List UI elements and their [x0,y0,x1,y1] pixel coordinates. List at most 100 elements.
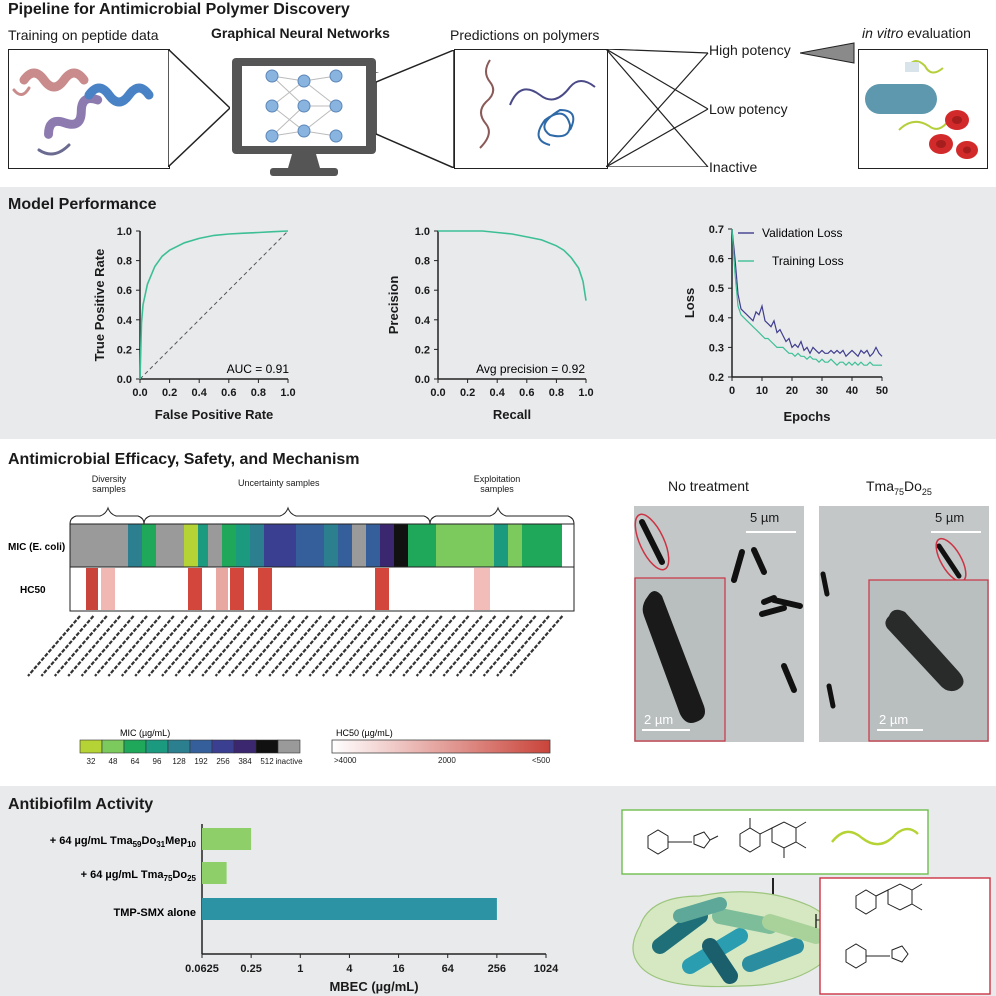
mic-legend-tick: 128 [172,757,186,766]
pipeline-section: Pipeline for Antimicrobial Polymer Disco… [0,0,996,186]
bar-label-3: TMP-SMX alone [113,907,196,919]
mic-cell [494,524,508,567]
bacteria-cluster-icon [652,897,824,984]
mic-legend-tick: 192 [194,757,208,766]
loss-chart: 0 10 20 30 40 50 0.2 0.3 0.4 0.5 0.6 0.7 Validation… [682,224,888,424]
in-vitro-panel [858,49,988,169]
mic-cell [324,524,338,567]
polymer-panel [454,49,608,169]
sample-label [161,615,215,677]
step4-rest: evaluation [903,25,971,41]
gnn-monitor-illustration [232,58,376,176]
mic-cell [70,524,128,567]
step1-label: Training on peptide data [8,27,159,43]
loss-ytick-label: 0.3 [709,342,724,354]
pr-ytick-label: 0.2 [415,344,430,356]
loss-xtick-label: 20 [786,385,798,397]
group-diversity-label: Diversity samples [91,474,127,494]
efficacy-section: Antimicrobial Efficacy, Safety, and Mech… [0,440,996,766]
sample-label [53,615,108,677]
polymer-chain-icon [831,827,919,846]
sample-label [442,615,497,677]
sample-label [67,615,122,677]
training-loss-line [731,228,882,367]
pr-ytick-label: 0.6 [415,285,430,297]
mic-legend-swatch [167,739,191,754]
mic-cell [508,524,522,567]
mic-legend-swatch [211,739,235,754]
sample-label [509,615,564,677]
pr-chart: 0.0 0.2 0.4 0.6 0.8 1.0 0.0 0.2 0.4 0.6 0.8 1.0 Rec… [386,226,594,422]
bar-xtick-label: 64 [442,963,455,975]
peptide-helix-illustration [12,68,154,156]
antibiofilm-section: Antibiofilm Activity 0.0625 0.25 1 4 16 64 256… [0,786,996,996]
performance-charts: 0.0 0.2 0.4 0.6 0.8 1.0 0.0 0.2 0.4 0.6 0.8 1.0 Fal… [92,224,888,424]
pr-xtick-label: 0.8 [549,387,564,399]
biofilm-bar [202,898,497,920]
mic-legend: 32 48 64 96 128 192 256 384 512 inactive [79,739,303,766]
polymer-chains-illustration [479,59,596,149]
hc50-cells [86,568,490,610]
mic-legend-title: MIC (µg/mL) [120,728,170,738]
roc-xtick-label: 0.6 [221,387,236,399]
mic-legend-swatch [255,739,279,754]
hc-legend-tick-high: >4000 [334,756,357,765]
antibiofilm-title: Antibiofilm Activity [8,796,154,813]
sample-label [375,615,430,677]
scale-5um-right: 5 µm [935,510,965,525]
sample-label [388,615,443,677]
validation-loss-line [731,228,883,358]
mic-cell [222,524,236,567]
pr-ytick-label: 0.4 [415,315,431,327]
brace-uncertainty [143,506,431,525]
sample-label [268,615,323,677]
scale-2um-left: 2 µm [644,712,674,727]
output-high-potency: High potency [709,42,791,58]
sample-label [228,615,282,677]
sample-label [455,615,510,677]
mic-cell [250,524,264,567]
roc-xtick-label: 1.0 [280,387,295,399]
heatmap-figure: MIC (E. coli) HC50 MIC (µg/mL) 32 48 64 96 1… [8,506,575,766]
output-inactive: Inactive [709,159,758,175]
mic-legend-swatch [233,739,257,754]
bacteria-rbc-illustration [865,60,978,159]
hc50-cell [101,568,115,610]
sample-label [295,615,349,677]
bar-xtick-label: 0.25 [240,963,261,975]
prediction-fan-lines [606,49,709,167]
mic-legend-swatch [123,739,147,754]
loss-xtick-label: 30 [816,385,828,397]
sample-label [335,615,390,677]
sample-label [174,615,229,677]
sample-label [94,615,148,677]
sample-label [107,615,162,677]
roc-ylabel: True Positive Rate [92,249,107,362]
bar-xtick-label: 4 [346,963,353,975]
mic-cell [296,524,324,567]
mic-cell [208,524,222,567]
pr-ytick-label: 0.8 [415,256,430,268]
mic-cell [198,524,208,567]
resistant-drug-box [819,877,991,995]
mic-legend-tick: 256 [216,757,230,766]
row-label-mic: MIC (E. coli) [8,542,65,553]
pr-xtick-label: 1.0 [578,387,593,399]
mic-legend-swatch [145,739,169,754]
loss-xtick-label: 0 [729,385,735,397]
loss-ytick-label: 0.2 [709,372,724,384]
roc-chart: 0.0 0.2 0.4 0.6 0.8 1.0 0.0 0.2 0.4 0.6 0.8 1.0 Fal… [92,226,296,422]
efficacy-title: Antimicrobial Efficacy, Safety, and Mech… [8,451,360,468]
bar-xlabel: MBEC (µg/mL) [329,979,418,994]
pipeline-title: Pipeline for Antimicrobial Polymer Disco… [8,1,350,18]
hc-legend-title: HC50 (µg/mL) [336,728,393,738]
biofilm-bar [202,862,227,884]
connector-triangle-1 [168,49,230,167]
sample-label [402,615,457,677]
output-low-potency: Low potency [709,101,788,117]
hc50-cell [474,568,490,610]
hc50-cell [258,568,272,610]
mic-cell [522,524,562,567]
loss-xlabel: Epochs [784,409,831,424]
brace-exploitation [429,506,575,525]
